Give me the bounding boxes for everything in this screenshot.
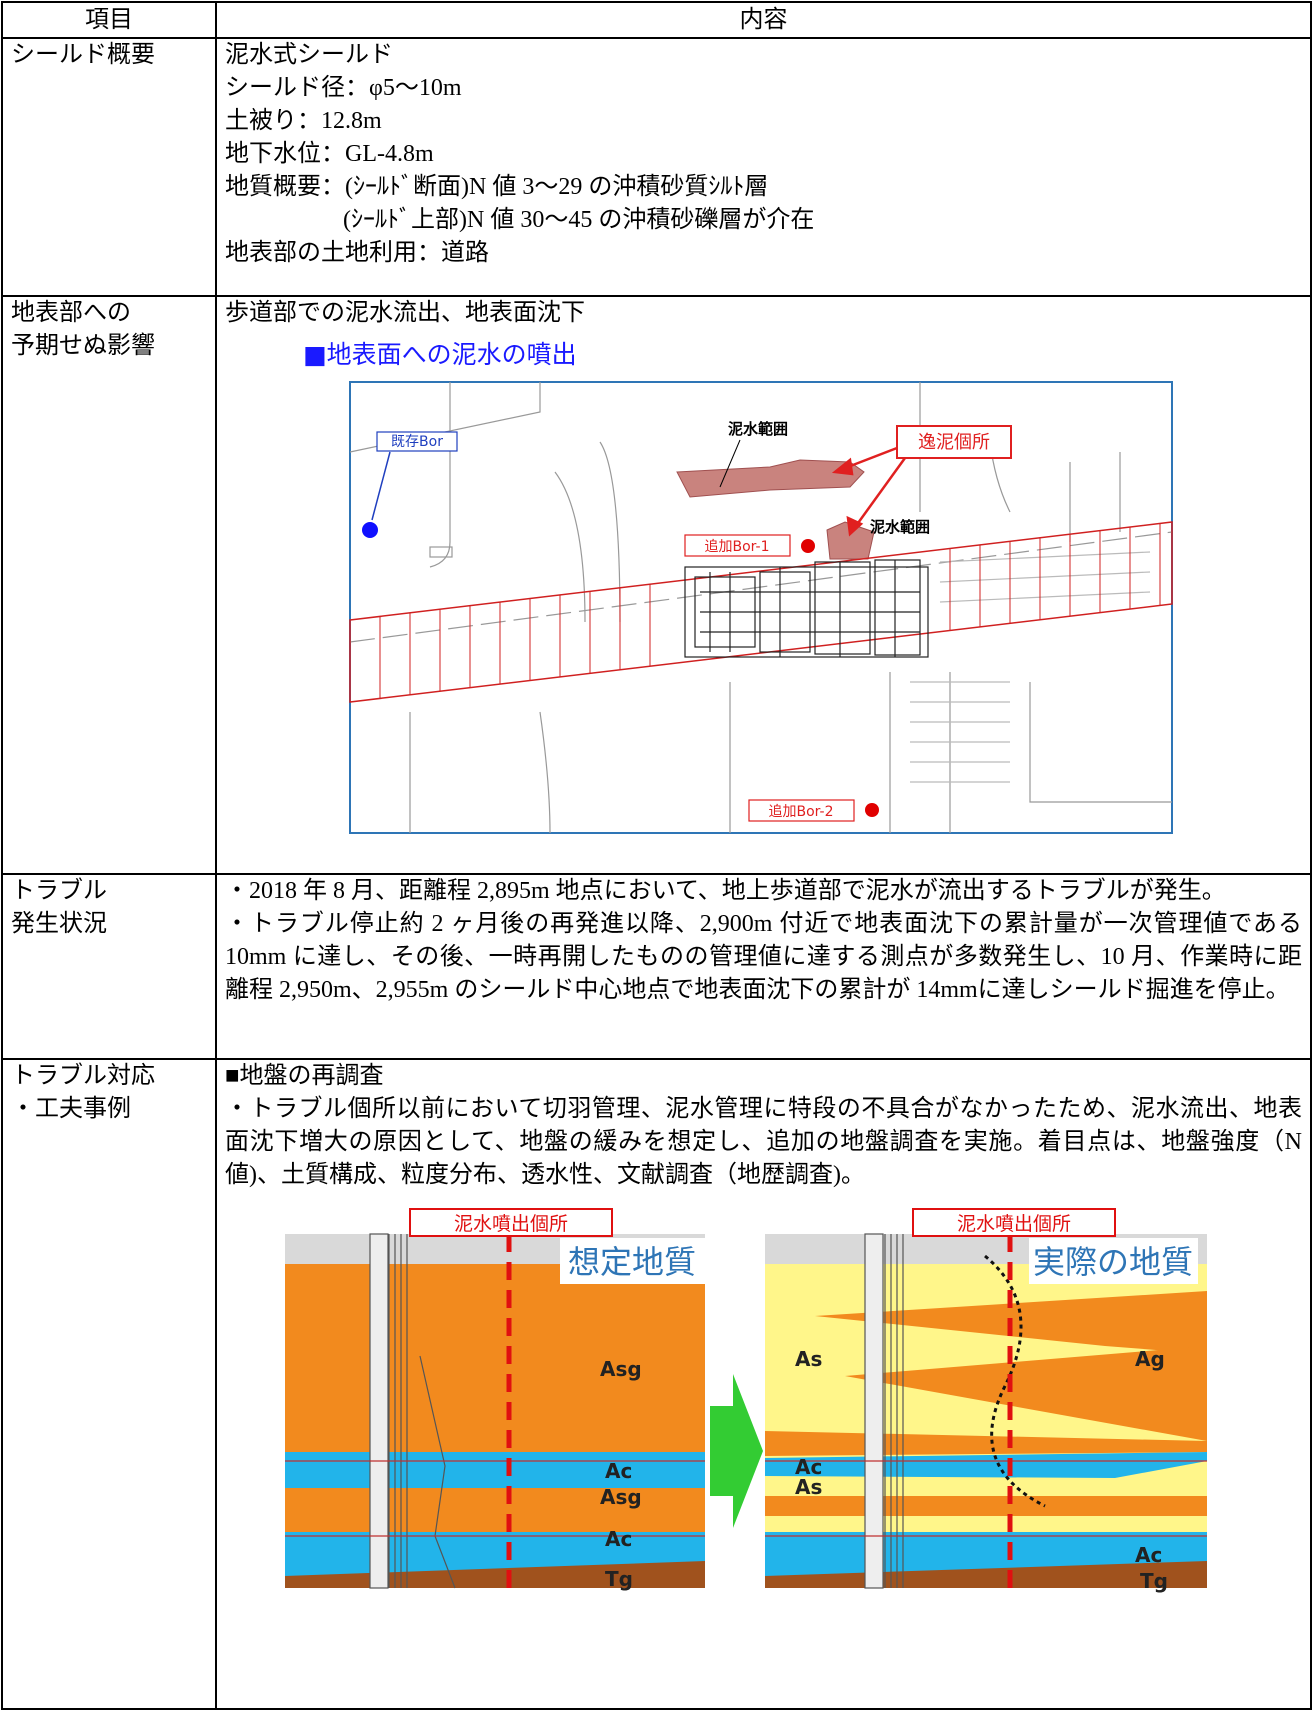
loss-point-label: 逸泥個所 <box>918 432 990 453</box>
layer-label: Ag <box>1135 1347 1165 1371</box>
content-line: 地表部の土地利用：道路 <box>225 240 489 266</box>
content-cell: 泥水式シールド シールド径：φ5～10m 土被り：12.8m 地下水位：GL-4… <box>215 37 1312 297</box>
content-cell: 歩道部での泥水流出、地表面沈下 ■地表面への泥水の噴出 <box>215 295 1312 875</box>
panel-title: 想定地質 <box>568 1243 696 1281</box>
header-row: 項目 内容 <box>1 1 1312 39</box>
content-line: 泥水式シールド <box>225 42 393 68</box>
figure-caption: ■地表面への泥水の噴出 <box>303 340 577 369</box>
row: シールド概要 泥水式シールド シールド径：φ5～10m 土被り：12.8m 地下… <box>1 37 1312 297</box>
marker-label: 泥水噴出個所 <box>957 1213 1071 1235</box>
geology-comparison: 泥水噴出個所 想定地質 Asg Ac Asg Ac Tg <box>285 1208 1207 1596</box>
layer-label: As <box>795 1475 822 1499</box>
row: トラブル対応 ・工夫事例 ■地盤の再調査 ・トラブル個所以前において切羽管理、泥… <box>1 1058 1312 1710</box>
item-text: 地表部への <box>11 300 131 326</box>
site-plan: 既存Bor 泥水範囲 逸泥個所 泥水範囲 追加Bor-1 追加Bor-2 <box>349 381 1173 834</box>
added-bor-label: 追加Bor-2 <box>769 804 834 820</box>
content-paragraph: ・トラブル個所以前において切羽管理、泥水管理に特段の不具合がなかったため、泥水流… <box>225 1096 1302 1188</box>
content-line: (ｼｰﾙﾄﾞ上部)N 値 30～45 の沖積砂礫層が介在 <box>343 207 815 233</box>
layer-label: Asg <box>600 1485 642 1509</box>
item-text: シールド概要 <box>11 42 155 68</box>
layer-label: Ac <box>605 1527 632 1551</box>
mud-range-label: 泥水範囲 <box>870 518 930 536</box>
item-cell: 地表部への 予期せぬ影響 <box>1 295 217 875</box>
content-paragraph: ・トラブル停止約 2 ヶ月後の再発進以降、2,900m 付近で地表面沈下の累計量… <box>225 911 1302 1003</box>
content-cell: ・2018 年 8 月、距離程 2,895m 地点において、地上歩道部で泥水が流… <box>215 873 1312 1060</box>
content-cell: ■地盤の再調査 ・トラブル個所以前において切羽管理、泥水管理に特段の不具合がなか… <box>215 1058 1312 1710</box>
content-line: 地質概要：(ｼｰﾙﾄﾞ断面)N 値 3～29 の沖積砂質ｼﾙﾄ層 <box>225 174 769 200</box>
content-paragraph: ・2018 年 8 月、距離程 2,895m 地点において、地上歩道部で泥水が流… <box>225 878 1226 904</box>
item-cell: トラブル対応 ・工夫事例 <box>1 1058 217 1710</box>
layer-label: As <box>795 1347 822 1371</box>
item-text: トラブル <box>11 878 107 904</box>
item-text: 予期せぬ影響 <box>11 333 155 359</box>
header-cell: 内容 <box>215 1 1312 39</box>
content-heading: ■地盤の再調査 <box>225 1063 384 1089</box>
layer-label: Asg <box>600 1357 642 1381</box>
row: トラブル 発生状況 ・2018 年 8 月、距離程 2,895m 地点において、… <box>1 873 1312 1060</box>
layer-label: Ac <box>605 1459 632 1483</box>
layer-label: Tg <box>1140 1569 1168 1593</box>
item-text: ・工夫事例 <box>11 1096 131 1122</box>
added-bor-label: 追加Bor-1 <box>705 539 770 555</box>
content-line: 土被り：12.8m <box>225 108 382 134</box>
item-text: 発生状況 <box>11 911 107 937</box>
existing-bor-label: 既存Bor <box>391 434 443 450</box>
item-text: トラブル対応 <box>11 1063 155 1089</box>
item-cell: シールド概要 <box>1 37 217 297</box>
layer-label: Ac <box>795 1455 822 1479</box>
content-line: シールド径：φ5～10m <box>225 75 462 101</box>
layer-label: Tg <box>605 1567 633 1591</box>
content-line: 歩道部での泥水流出、地表面沈下 <box>225 300 585 326</box>
header-cell: 項目 <box>1 1 217 39</box>
mud-range-label: 泥水範囲 <box>728 420 788 438</box>
row: 地表部への 予期せぬ影響 歩道部での泥水流出、地表面沈下 ■地表面への泥水の噴出 <box>1 295 1312 875</box>
marker-label: 泥水噴出個所 <box>454 1213 568 1235</box>
item-cell: トラブル 発生状況 <box>1 873 217 1060</box>
content-line: 地下水位：GL-4.8m <box>225 141 434 167</box>
layer-label: Ac <box>1135 1543 1162 1567</box>
panel-title: 実際の地質 <box>1033 1243 1193 1281</box>
